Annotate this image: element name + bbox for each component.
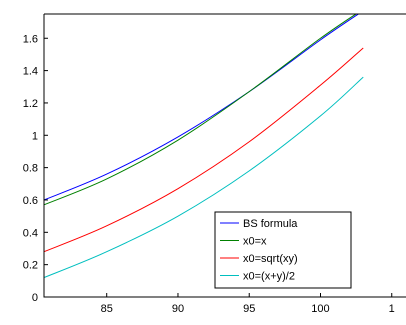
series-line-3 (44, 47, 364, 253)
y-tick-label: 0.4 (23, 227, 38, 239)
series-line-4 (44, 76, 364, 279)
legend-label: BS formula (243, 218, 298, 230)
y-tick-label: 0.6 (23, 195, 38, 207)
ticks-layer: 85 90 95 100 1 0 0.2 0.4 0.6 0.8 1 1.2 1.4 1.6 (23, 33, 395, 315)
y-tick-label: 1.4 (23, 66, 38, 78)
legend-label: x0=(x+y)/2 (243, 271, 295, 283)
x-tick-label: 90 (172, 303, 184, 315)
x-tick-label: 100 (311, 303, 329, 315)
legend-label: x0=x (243, 236, 267, 248)
y-tick-label: 0.8 (23, 163, 38, 175)
y-tick-label: 0 (32, 292, 38, 304)
series-line-1 (44, 14, 360, 201)
series-layer (44, 14, 364, 279)
x-tick-label: 85 (101, 303, 113, 315)
y-tick-label: 1 (32, 130, 38, 142)
x-tick-label: 1 (389, 303, 395, 315)
y-tick-label: 0.2 (23, 260, 38, 272)
legend-label: x0=sqrt(xy) (243, 253, 298, 265)
legend: BS formula x0=x x0=sqrt(xy) x0=(x+y)/2 (214, 211, 352, 289)
y-tick-label: 1.2 (23, 98, 38, 110)
y-tick-label: 1.6 (23, 33, 38, 45)
series-line-2 (44, 14, 357, 206)
x-tick-label: 95 (243, 303, 255, 315)
